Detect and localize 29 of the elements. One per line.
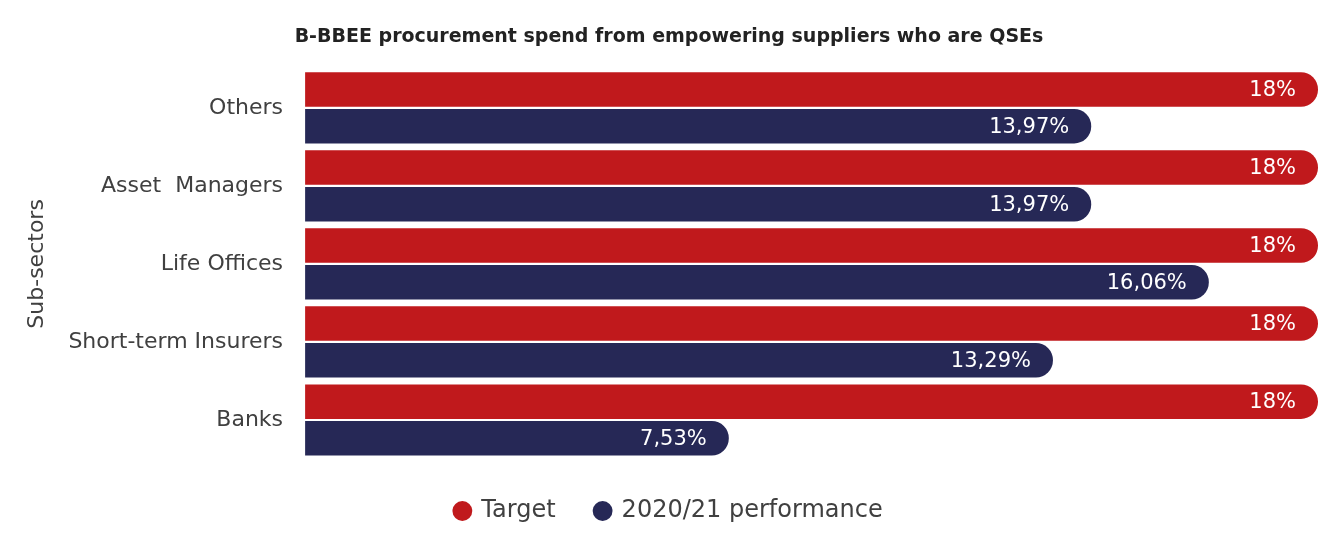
bar	[305, 306, 1318, 341]
chart-title: B-BBEE procurement spend from empowering suppliers who are QSEs	[294, 24, 1044, 47]
bar	[305, 421, 729, 456]
data-label: 18%	[1249, 389, 1296, 414]
data-label: 13,29%	[950, 347, 1031, 372]
bar	[305, 343, 1053, 378]
bar	[305, 228, 1318, 263]
bar	[305, 108, 1092, 144]
data-label: 13,97%	[989, 113, 1070, 138]
bar	[305, 186, 1092, 222]
data-label: 18%	[1249, 154, 1296, 179]
data-label: 13,97%	[989, 191, 1070, 216]
legend-label: Target	[480, 495, 556, 524]
y-axis-title: Sub-sectors	[22, 199, 48, 329]
data-label: 16,06%	[1106, 269, 1187, 294]
y-tick-label: Asset Managers	[101, 171, 284, 197]
y-tick-label: Others	[209, 93, 284, 119]
y-tick-label: Short-term Insurers	[68, 327, 284, 353]
bar	[305, 384, 1318, 419]
data-label: 18%	[1249, 233, 1296, 258]
bar	[305, 265, 1209, 300]
y-tick-label: Banks	[216, 405, 284, 431]
data-label: 7,53%	[640, 425, 707, 450]
y-tick-label: Life Offices	[160, 249, 284, 275]
bar	[305, 72, 1318, 107]
legend-label: 2020/21 performance	[621, 495, 883, 524]
bar	[305, 150, 1318, 185]
data-label: 18%	[1249, 311, 1296, 336]
data-label: 18%	[1249, 76, 1296, 101]
